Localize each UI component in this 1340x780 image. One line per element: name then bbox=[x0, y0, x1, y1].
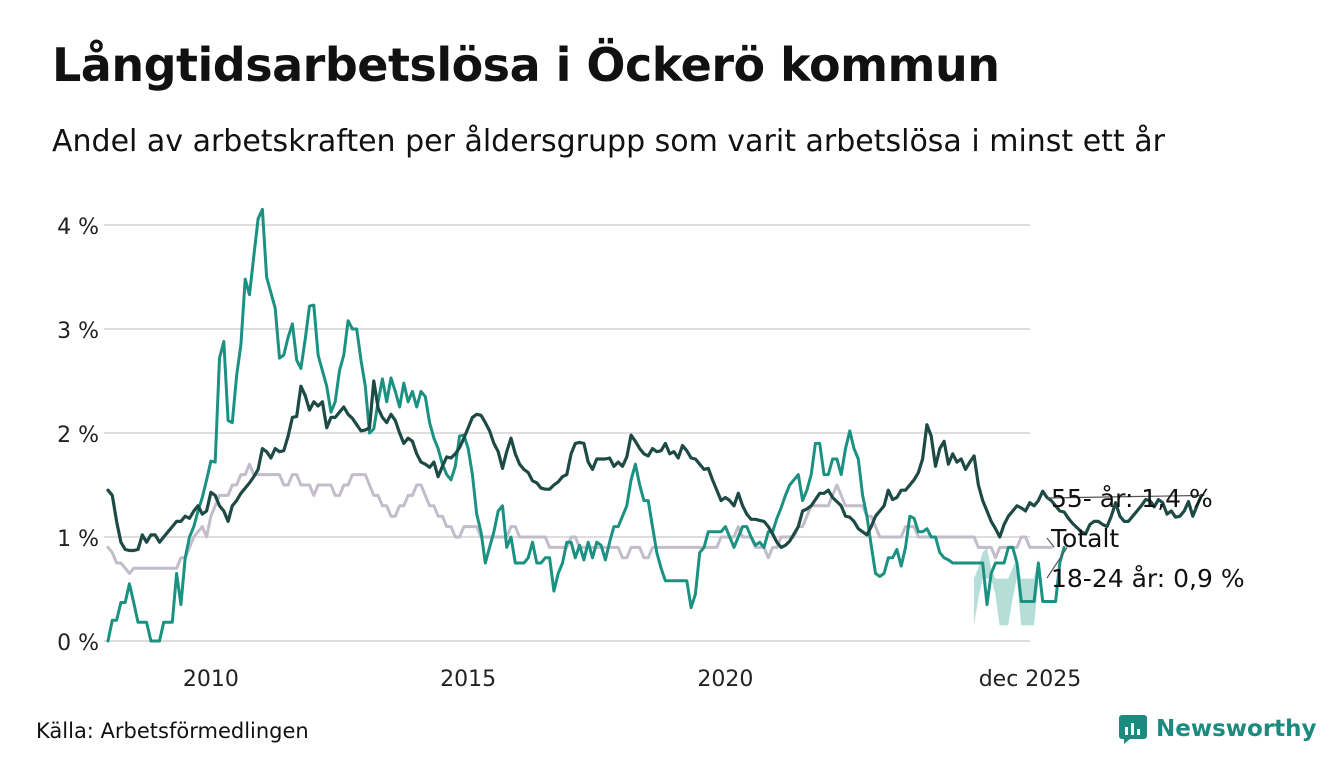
x-tick-label-0: 2010 bbox=[183, 667, 239, 692]
leader-line-s55 bbox=[1046, 494, 1205, 499]
uncertainty-band bbox=[973, 547, 1039, 626]
leader-line-total bbox=[1046, 537, 1055, 548]
x-tick-label-2: 2020 bbox=[697, 667, 753, 692]
y-axis-ticks: 0 % 1 % 2 % 3 % 4 % bbox=[57, 215, 99, 656]
end-label-total: Totalt bbox=[1050, 524, 1119, 553]
series-line-s1824 bbox=[106, 207, 1066, 643]
chart-subtitle: Andel av arbetskraften per åldersgrupp s… bbox=[52, 124, 1165, 159]
y-tick-label-0: 0 % bbox=[57, 631, 99, 656]
y-tick-label-2: 2 % bbox=[57, 423, 99, 448]
end-label-s55: 55- år: 1,4 % bbox=[1051, 484, 1213, 513]
newsworthy-logo: Newsworthy bbox=[1118, 714, 1317, 744]
series-lines bbox=[106, 207, 1203, 643]
series-line-s55 bbox=[106, 379, 1203, 553]
x-tick-label-3: dec 2025 bbox=[979, 667, 1082, 692]
x-tick-label-1: 2015 bbox=[440, 667, 496, 692]
leader-line-s1824 bbox=[1046, 547, 1068, 579]
chart-title: Långtidsarbetslösa i Öckerö kommun bbox=[52, 38, 1000, 92]
y-tick-label-3: 3 % bbox=[57, 319, 99, 344]
newsworthy-logo-icon bbox=[1119, 715, 1147, 744]
grid-lines bbox=[104, 224, 1030, 642]
x-axis-ticks: 2010 2015 2020 dec 2025 bbox=[183, 667, 1081, 692]
y-tick-label-1: 1 % bbox=[57, 527, 99, 552]
source-note: Källa: Arbetsförmedlingen bbox=[36, 719, 309, 743]
y-tick-label-4: 4 % bbox=[57, 215, 99, 240]
brand-name: Newsworthy bbox=[1156, 716, 1317, 742]
uncertainty-band-area bbox=[973, 547, 1039, 626]
end-label-s1824: 18-24 år: 0,9 % bbox=[1051, 564, 1245, 593]
series-end-labels: 55- år: 1,4 % 18-24 år: 0,9 % Totalt bbox=[1046, 484, 1245, 593]
